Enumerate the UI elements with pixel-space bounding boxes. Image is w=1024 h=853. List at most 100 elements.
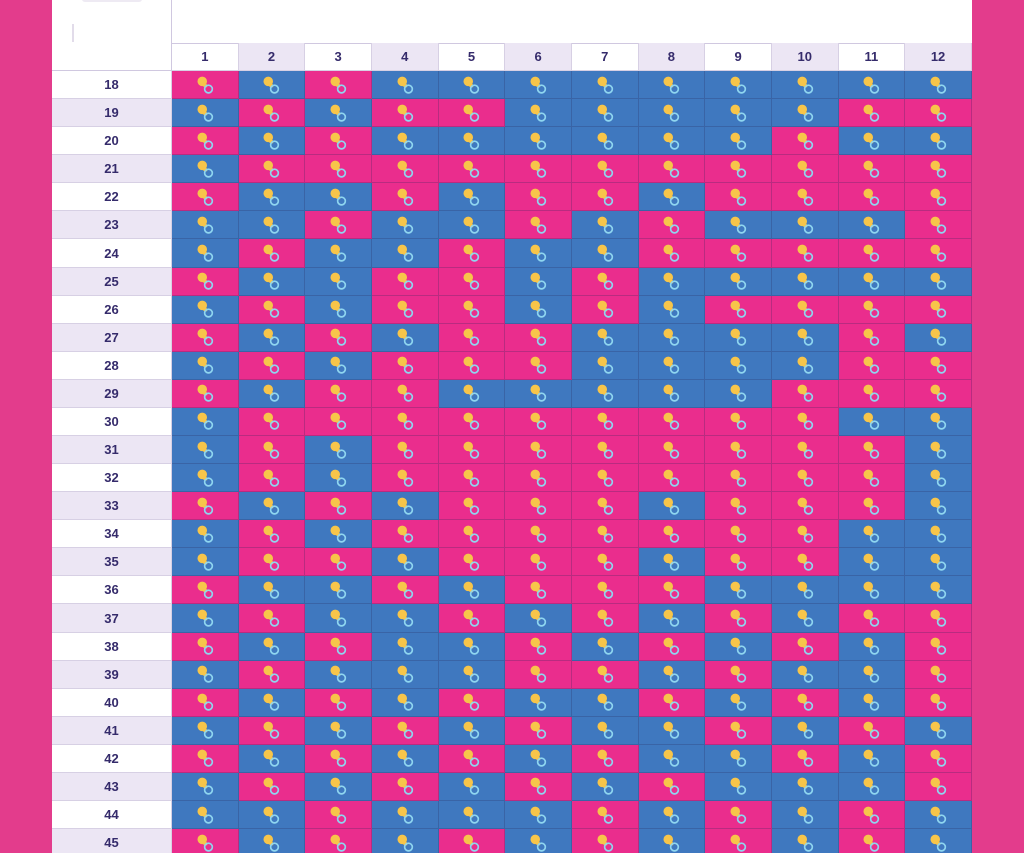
row-header-age: 29 [52, 379, 172, 408]
table-row [172, 436, 972, 465]
baby-pacifier-icon [394, 607, 416, 629]
girl-cell [838, 155, 906, 184]
baby-pacifier-icon [327, 354, 349, 376]
baby-pacifier-icon [727, 495, 749, 517]
girl-cell [305, 632, 372, 661]
baby-pacifier-icon [527, 270, 549, 292]
row-header-age: 32 [52, 464, 172, 493]
girl-cell [905, 351, 972, 380]
baby-pacifier-icon [594, 747, 616, 769]
baby-pacifier-icon [327, 270, 349, 292]
baby-pacifier-icon [727, 102, 749, 124]
baby-pacifier-icon [194, 326, 216, 348]
baby-pacifier-icon [527, 635, 549, 657]
table-row [172, 267, 972, 296]
baby-pacifier-icon [927, 719, 949, 741]
baby-pacifier-icon [927, 439, 949, 461]
table-row [172, 492, 972, 521]
girl-cell [838, 323, 906, 352]
baby-pacifier-icon [394, 691, 416, 713]
boy-cell [905, 267, 972, 296]
girl-cell [705, 464, 772, 493]
boy-cell [438, 801, 506, 830]
baby-pacifier-icon [327, 298, 349, 320]
boy-cell [705, 351, 772, 380]
baby-pacifier-icon [594, 354, 616, 376]
baby-pacifier-icon [460, 439, 482, 461]
baby-pacifier-icon [527, 102, 549, 124]
boy-cell [172, 772, 239, 802]
boy-cell [705, 323, 772, 352]
girl-cell [771, 127, 839, 156]
baby-pacifier-icon [194, 74, 216, 96]
baby-pacifier-icon [927, 579, 949, 601]
baby-pacifier-icon [660, 270, 682, 292]
girl-cell [305, 492, 372, 521]
baby-pacifier-icon [794, 579, 816, 601]
baby-pacifier-icon [927, 242, 949, 264]
baby-pacifier-icon [527, 158, 549, 180]
boy-cell [172, 520, 239, 549]
table-row [172, 99, 972, 128]
baby-pacifier-icon [660, 579, 682, 601]
baby-pacifier-icon [594, 102, 616, 124]
boy-cell [238, 829, 306, 853]
baby-pacifier-icon [194, 214, 216, 236]
row-header-age: 33 [52, 492, 172, 521]
girl-cell [571, 492, 639, 521]
baby-pacifier-icon [260, 691, 282, 713]
baby-pacifier-icon [660, 832, 682, 853]
baby-pacifier-icon [727, 186, 749, 208]
column-header-month: 10 [771, 43, 839, 71]
girl-cell [571, 660, 639, 689]
baby-pacifier-icon [727, 635, 749, 657]
girl-cell [638, 632, 706, 661]
boy-cell [838, 688, 906, 717]
boy-cell [238, 323, 306, 352]
baby-pacifier-icon [394, 467, 416, 489]
baby-pacifier-icon [794, 832, 816, 853]
girl-cell [571, 520, 639, 549]
row-header-age: 30 [52, 407, 172, 437]
boy-cell [638, 829, 706, 853]
baby-pacifier-icon [660, 804, 682, 826]
boy-cell [438, 660, 506, 689]
girl-cell [505, 492, 572, 521]
boy-cell [638, 744, 706, 773]
girl-cell [438, 464, 506, 493]
baby-pacifier-icon [927, 410, 949, 432]
baby-pacifier-icon [460, 804, 482, 826]
baby-pacifier-icon [394, 382, 416, 404]
baby-pacifier-icon [927, 102, 949, 124]
baby-pacifier-icon [194, 242, 216, 264]
baby-pacifier-icon [460, 607, 482, 629]
baby-pacifier-icon [260, 242, 282, 264]
baby-pacifier-icon [260, 186, 282, 208]
boy-cell [905, 548, 972, 577]
baby-pacifier-icon [260, 467, 282, 489]
row-header-age: 43 [52, 772, 172, 802]
baby-pacifier-icon [327, 691, 349, 713]
baby-pacifier-icon [660, 298, 682, 320]
girl-cell [238, 295, 306, 324]
baby-pacifier-icon [794, 74, 816, 96]
baby-pacifier-icon [594, 832, 616, 853]
baby-pacifier-icon [927, 186, 949, 208]
table-row [172, 520, 972, 549]
baby-pacifier-icon [594, 467, 616, 489]
baby-pacifier-icon [927, 804, 949, 826]
girl-cell [571, 267, 639, 296]
girl-cell [438, 407, 506, 437]
column-header-row: 1 2 3 4 5 6 7 8 9 10 11 12 [172, 43, 972, 71]
baby-pacifier-icon [194, 102, 216, 124]
baby-pacifier-icon [860, 775, 882, 797]
baby-pacifier-icon [327, 495, 349, 517]
boy-cell [571, 323, 639, 352]
baby-pacifier-icon [860, 579, 882, 601]
baby-pacifier-icon [394, 775, 416, 797]
baby-pacifier-icon [927, 214, 949, 236]
baby-pacifier-icon [260, 551, 282, 573]
baby-pacifier-icon [527, 354, 549, 376]
boy-cell [172, 716, 239, 745]
table-row [172, 351, 972, 380]
